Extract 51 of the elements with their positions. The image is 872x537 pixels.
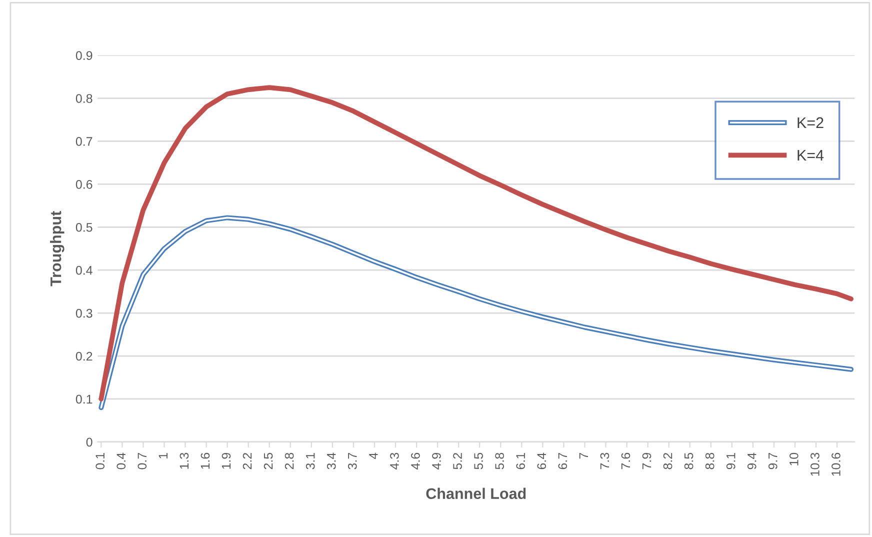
x-tick-label: 4.9 (432, 452, 441, 470)
x-tick-label: 0.1 (96, 452, 105, 470)
x-tick-label: 8.5 (684, 452, 694, 470)
x-tick-label: 8.2 (663, 452, 672, 470)
x-tick-label: 4 (369, 452, 378, 460)
x-tick-label: 8.8 (705, 452, 714, 470)
x-tick-label: 2.5 (264, 452, 273, 470)
x-tick-label: 7.9 (642, 452, 652, 470)
x-tick-label: 7.3 (600, 452, 610, 470)
x-tick-label: 4.3 (390, 452, 399, 470)
legend-label: K=4 (798, 150, 824, 161)
x-tick-label: 5.8 (495, 452, 504, 470)
x-tick-label: 1 (158, 452, 168, 458)
x-tick-label: 3.4 (326, 452, 336, 470)
y-tick-label: 0.5 (76, 222, 92, 232)
x-tick-label: 6.4 (537, 452, 546, 470)
x-tick-label: 10.6 (832, 452, 840, 476)
x-tick-label: 1.6 (200, 452, 210, 469)
y-tick-label: 0.2 (76, 352, 92, 361)
x-tick-label: 9.4 (747, 452, 756, 470)
x-tick-label: 10 (789, 452, 798, 466)
x-tick-label: 9.1 (726, 452, 736, 470)
y-tick-label: 0.7 (76, 137, 92, 146)
y-tick-label: 0.6 (76, 180, 92, 189)
x-tick-label: 9.7 (768, 452, 778, 470)
x-tick-label: 6.1 (516, 452, 526, 470)
x-tick-label: 4.6 (411, 452, 420, 470)
x-tick-label: 5.5 (474, 452, 483, 470)
x-tick-label: 1.3 (180, 452, 189, 469)
x-tick-label: 0.4 (116, 452, 126, 470)
y-tick-label: 0.1 (76, 394, 92, 404)
x-tick-label: 2.2 (242, 452, 252, 470)
y-axis-title: Troughput (50, 211, 64, 286)
y-tick-label: 0.8 (76, 94, 92, 103)
x-tick-label: 7 (579, 452, 588, 459)
x-tick-label: 3.7 (348, 452, 357, 470)
x-tick-label: 3.1 (306, 452, 315, 470)
line-series (98, 85, 854, 402)
y-tick-label: 0 (86, 438, 92, 447)
x-tick-label: 0.7 (138, 452, 147, 470)
x-tick-label: 5.2 (453, 452, 462, 470)
x-tick-label: 10.3 (810, 452, 820, 476)
legend-label: K=2 (798, 117, 824, 128)
x-tick-label: 1.9 (222, 452, 231, 469)
y-tick-label: 0.3 (76, 308, 92, 318)
x-tick-label: 2.8 (284, 452, 294, 470)
x-axis-title: Channel Load (426, 488, 526, 500)
y-tick-label: 0.4 (76, 266, 92, 275)
x-tick-label: 6.7 (558, 452, 568, 470)
x-tick-label: 7.6 (621, 452, 630, 470)
y-tick-label: 0.9 (76, 51, 92, 60)
